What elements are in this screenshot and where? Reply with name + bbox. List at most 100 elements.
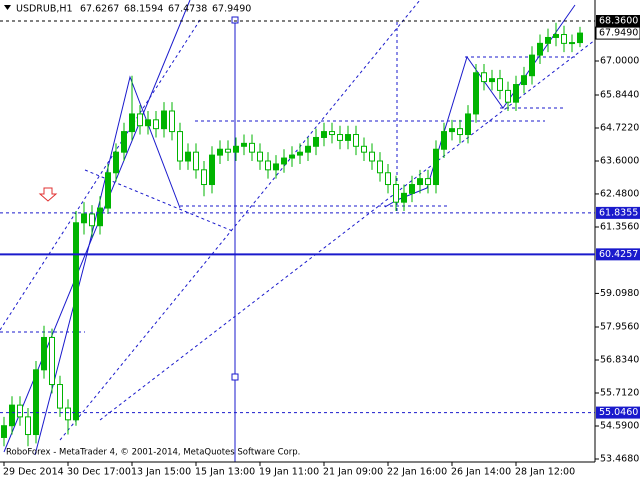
x-tick-label: 22 Jan 16:00	[387, 467, 447, 478]
candle-body	[345, 134, 351, 141]
candle-body	[97, 207, 103, 227]
candle-body	[569, 42, 575, 45]
candle-body	[385, 172, 391, 186]
level-label: 68.3600	[599, 16, 638, 27]
marker	[231, 16, 239, 24]
candle-body	[41, 336, 47, 371]
candle-body	[145, 119, 151, 127]
y-tick-label: 54.5900	[600, 421, 639, 432]
candle-body	[225, 148, 231, 153]
y-tick-label: 57.9560	[600, 322, 639, 333]
candle-body	[33, 369, 39, 436]
candle-body	[545, 36, 551, 44]
candle-body	[321, 131, 327, 138]
watermark: RoboForex - MetaTrader 4, © 2001-2014, M…	[6, 448, 300, 458]
candle-body	[529, 54, 535, 77]
channel-line	[99, 39, 596, 421]
header-open: 67.6267	[80, 4, 119, 15]
y-tick-label: 61.3560	[600, 222, 639, 233]
plot-area	[1, 22, 583, 447]
level-label-box	[596, 248, 640, 261]
candle-body	[25, 416, 31, 436]
header-high: 68.1594	[124, 4, 163, 15]
candle-body	[209, 154, 215, 186]
candle-body	[177, 131, 183, 162]
y-tick-label: 56.8340	[600, 355, 639, 366]
candle-body	[305, 145, 311, 153]
down-arrow	[38, 187, 58, 202]
candle-body	[329, 131, 335, 136]
candle-body	[289, 154, 295, 159]
candle-body	[409, 184, 415, 194]
candle-body	[233, 145, 239, 153]
y-tick-label: 55.7120	[600, 388, 639, 399]
x-tick-label: 29 Dec 2014	[3, 467, 64, 478]
x-tick-label: 28 Jan 12:00	[515, 467, 575, 478]
candle-body	[65, 407, 71, 421]
y-tick-label: 64.7220	[600, 123, 639, 134]
x-tick-label: 21 Jan 09:00	[323, 467, 383, 478]
candle-body	[193, 151, 199, 171]
candle-body	[217, 148, 223, 156]
candle-body	[577, 32, 583, 44]
current-price-box	[595, 26, 640, 40]
candle-body	[513, 84, 519, 103]
candle-body	[249, 142, 255, 153]
candle-body	[17, 404, 23, 418]
candle-body	[49, 336, 55, 386]
y-tick-label: 63.6000	[600, 156, 639, 167]
y-tick-label: 59.0980	[600, 288, 639, 299]
candle-body	[481, 72, 487, 83]
candle-body	[265, 160, 271, 171]
x-tick-label: 13 Jan 15:00	[131, 467, 191, 478]
candle-body	[393, 184, 399, 203]
candle-body	[257, 151, 263, 162]
candle-body	[449, 128, 455, 133]
candle-body	[81, 213, 87, 224]
y-tick-label: 65.8440	[600, 90, 639, 101]
candle-body	[377, 160, 383, 174]
candle-body	[161, 110, 167, 130]
level-label: 55.0460	[599, 407, 638, 418]
candle-body	[353, 134, 359, 147]
candle-body	[281, 157, 287, 165]
candle-body	[129, 113, 135, 133]
y-tick-label: 53.4680	[600, 454, 639, 465]
candle-body	[505, 89, 511, 103]
candle-body	[457, 128, 463, 136]
level-label-box	[596, 15, 640, 27]
candle-body	[313, 136, 319, 147]
candle-body	[105, 172, 111, 209]
candle-body	[425, 178, 431, 186]
candle-body	[337, 134, 343, 141]
header-low: 67.4738	[168, 4, 207, 15]
candle-body	[153, 119, 159, 130]
candle-body	[489, 78, 495, 83]
candle-body	[185, 151, 191, 162]
candle-body	[9, 404, 15, 427]
marker	[231, 373, 239, 381]
candle-body	[57, 384, 63, 409]
level-label-box	[596, 406, 640, 419]
y-tick-label: 62.4800	[600, 188, 639, 199]
level-label: 61.8355	[599, 207, 638, 218]
channel-line	[0, 19, 201, 331]
candle-body	[473, 72, 479, 115]
symbol-title: USDRUB,H1	[16, 4, 73, 15]
candle-body	[113, 151, 119, 174]
candle-body	[121, 131, 127, 153]
x-tick-label: 30 Dec 17:00	[67, 467, 131, 478]
candle-body	[401, 192, 407, 203]
level-label: 60.4257	[599, 249, 638, 260]
candle-body	[89, 213, 95, 227]
header-close: 67.9490	[212, 4, 251, 15]
candle-body	[417, 178, 423, 186]
candle-body	[297, 151, 303, 156]
x-tick-label: 26 Jan 14:00	[451, 467, 511, 478]
candle-body	[441, 131, 447, 150]
candle-body	[241, 142, 247, 147]
current-price-label: 67.9490	[599, 28, 638, 39]
